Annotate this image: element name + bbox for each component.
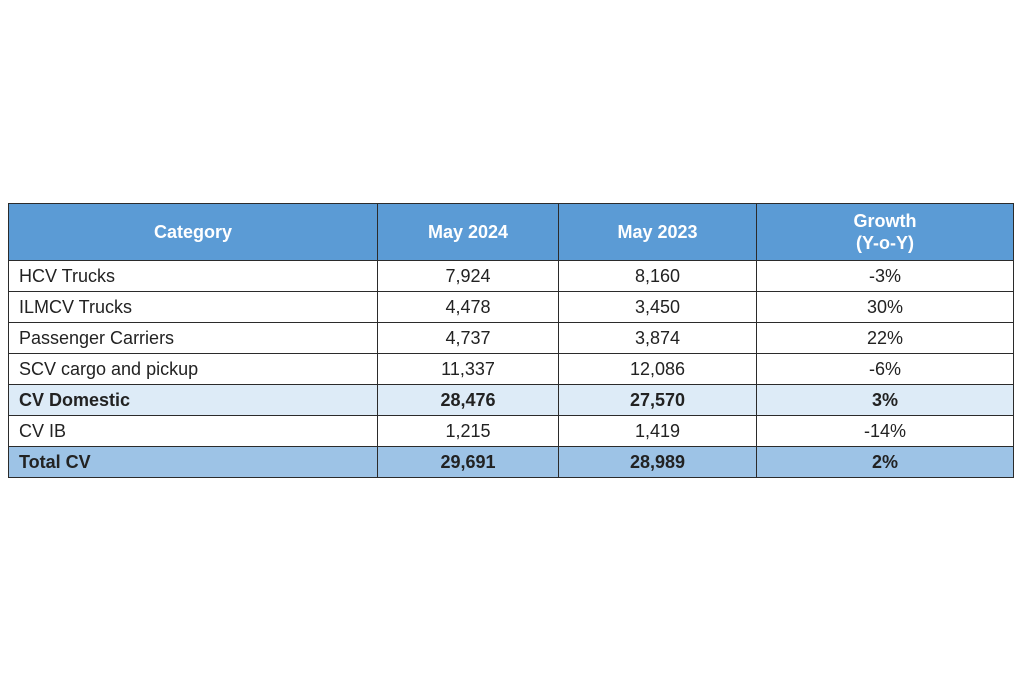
table-row: ILMCV Trucks 4,478 3,450 30% (8, 291, 1014, 323)
header-may-2023: May 2023 (558, 203, 757, 261)
row-growth: 2% (756, 446, 1014, 478)
table-row: SCV cargo and pickup 11,337 12,086 -6% (8, 353, 1014, 385)
row-may-2024: 4,737 (377, 322, 559, 354)
row-growth: -6% (756, 353, 1014, 385)
header-growth: Growth (Y-o-Y) (756, 203, 1014, 261)
row-may-2023: 8,160 (558, 260, 757, 292)
row-may-2024: 11,337 (377, 353, 559, 385)
header-row: Category May 2024 May 2023 Growth (Y-o-Y… (8, 203, 1014, 261)
row-may-2024: 7,924 (377, 260, 559, 292)
row-may-2023: 28,989 (558, 446, 757, 478)
subtotal-row: CV Domestic 28,476 27,570 3% (8, 384, 1014, 416)
row-may-2023: 3,874 (558, 322, 757, 354)
table-row: CV IB 1,215 1,419 -14% (8, 415, 1014, 447)
row-category: Passenger Carriers (8, 322, 378, 354)
row-may-2024: 29,691 (377, 446, 559, 478)
row-may-2023: 3,450 (558, 291, 757, 323)
header-may-2024: May 2024 (377, 203, 559, 261)
row-may-2023: 1,419 (558, 415, 757, 447)
row-may-2024: 1,215 (377, 415, 559, 447)
row-may-2023: 27,570 (558, 384, 757, 416)
header-category: Category (8, 203, 378, 261)
header-growth-line1: Growth (853, 211, 917, 231)
sales-table: Category May 2024 May 2023 Growth (Y-o-Y… (8, 203, 1014, 478)
header-growth-line2: (Y-o-Y) (856, 233, 914, 253)
row-category: ILMCV Trucks (8, 291, 378, 323)
row-may-2024: 4,478 (377, 291, 559, 323)
row-growth: 22% (756, 322, 1014, 354)
row-growth: -14% (756, 415, 1014, 447)
row-growth: 30% (756, 291, 1014, 323)
table-row: HCV Trucks 7,924 8,160 -3% (8, 260, 1014, 292)
total-row: Total CV 29,691 28,989 2% (8, 446, 1014, 478)
row-category: CV Domestic (8, 384, 378, 416)
row-may-2023: 12,086 (558, 353, 757, 385)
row-growth: -3% (756, 260, 1014, 292)
row-growth: 3% (756, 384, 1014, 416)
row-category: Total CV (8, 446, 378, 478)
row-category: HCV Trucks (8, 260, 378, 292)
row-may-2024: 28,476 (377, 384, 559, 416)
table-row: Passenger Carriers 4,737 3,874 22% (8, 322, 1014, 354)
row-category: CV IB (8, 415, 378, 447)
row-category: SCV cargo and pickup (8, 353, 378, 385)
